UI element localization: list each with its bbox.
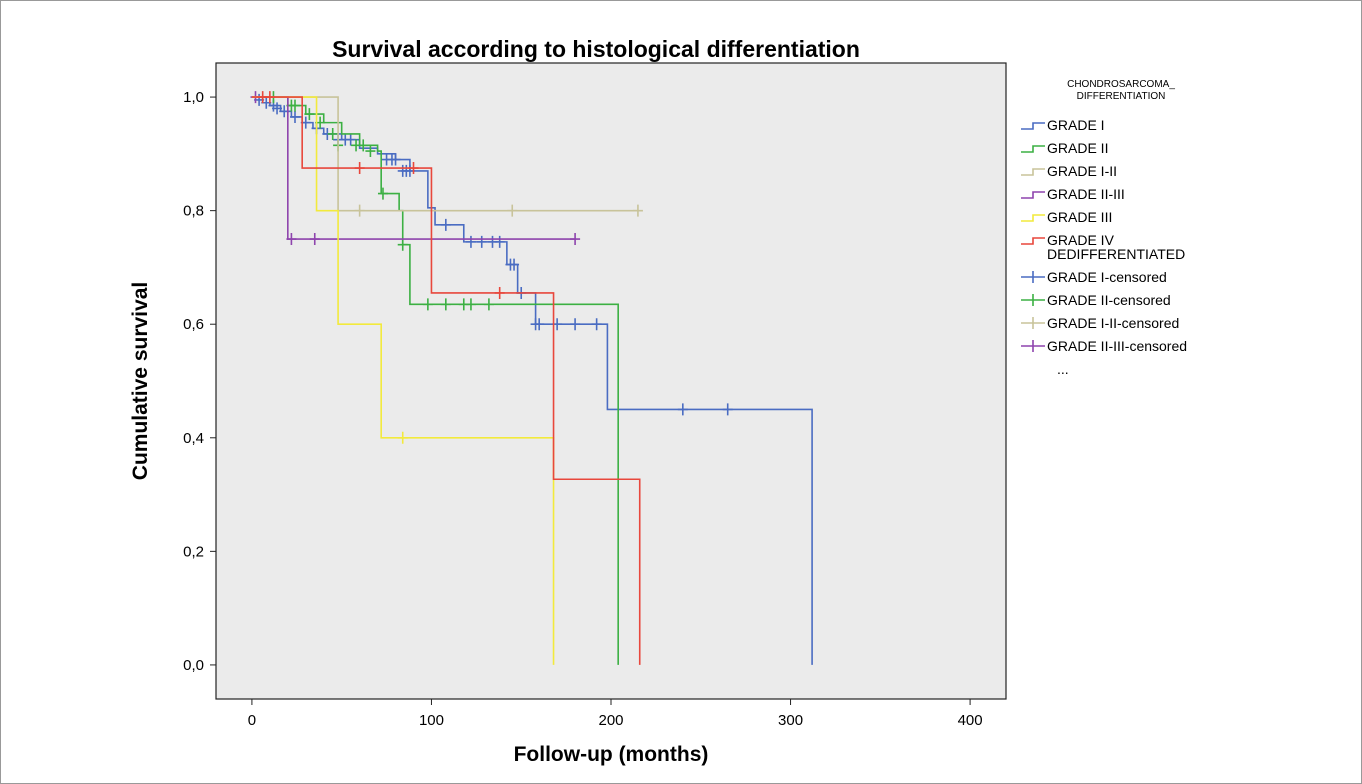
- censor-mark: [591, 318, 602, 331]
- censor-mark: [570, 233, 581, 246]
- legend-item: GRADE I-censored: [1021, 269, 1167, 285]
- legend-swatch-step: [1021, 168, 1045, 176]
- legend-title-line-2: DIFFERENTIATION: [1077, 91, 1166, 102]
- censor-mark: [465, 235, 476, 248]
- censor-mark: [290, 110, 300, 123]
- censor-mark: [509, 258, 520, 271]
- y-tick-label: 0,0: [183, 657, 204, 674]
- y-tick-label: 0,6: [183, 316, 204, 333]
- censor-mark: [290, 99, 300, 112]
- x-tick-label: 400: [958, 712, 983, 729]
- legend-label: GRADE III: [1047, 209, 1112, 225]
- series-grade-iii: [251, 96, 555, 665]
- legend-swatch-censor: [1021, 271, 1045, 283]
- legend-label: GRADE I: [1047, 117, 1105, 133]
- legend-swatch-censor: [1021, 317, 1045, 329]
- censor-mark: [354, 204, 365, 217]
- censor-mark: [286, 233, 297, 246]
- legend-item: GRADE I: [1021, 117, 1105, 133]
- chart-title: Survival according to histological diffe…: [332, 36, 860, 62]
- censor-mark: [377, 187, 388, 200]
- censor-mark: [465, 298, 476, 311]
- y-tick-label: 0,4: [183, 430, 204, 447]
- legend-title-line-1: CHONDROSARCOMA_: [1067, 79, 1175, 90]
- x-tick-label: 300: [778, 712, 803, 729]
- censor-mark: [440, 218, 451, 231]
- legend-label: GRADE II-III-censored: [1047, 338, 1187, 354]
- x-axis-title: Follow-up (months): [514, 743, 709, 766]
- legend: CHONDROSARCOMA_ DIFFERENTIATION GRADE IG…: [1021, 79, 1187, 377]
- censor-mark: [483, 298, 494, 311]
- legend-label-line-2: DEDIFFERENTIATED: [1047, 246, 1185, 262]
- legend-label: GRADE I-II-censored: [1047, 315, 1179, 331]
- legend-swatch-censor: [1021, 294, 1045, 306]
- legend-label: GRADE IV: [1047, 232, 1115, 248]
- legend-swatch-step: [1021, 191, 1045, 199]
- censor-mark: [272, 102, 283, 115]
- legend-item: GRADE II-III: [1021, 186, 1125, 202]
- legend-label: GRADE II: [1047, 140, 1108, 156]
- censor-mark: [354, 162, 365, 175]
- censor-mark: [440, 298, 451, 311]
- plot-area: [215, 62, 1007, 700]
- legend-label: GRADE II-III: [1047, 186, 1125, 202]
- censor-mark: [476, 235, 487, 248]
- censor-mark: [422, 298, 433, 311]
- legend-swatch-step: [1021, 237, 1045, 245]
- censor-mark: [534, 318, 545, 331]
- censor-mark: [304, 108, 315, 121]
- series-grade-ii: [251, 91, 619, 665]
- censor-mark: [722, 403, 733, 416]
- y-tick-label: 0,8: [183, 203, 204, 220]
- y-axis: 0,0 0,2 0,4 0,6 0,8 1,0: [183, 89, 216, 674]
- censor-mark: [365, 145, 376, 158]
- y-tick-label: 0,2: [183, 543, 204, 560]
- censor-mark: [408, 162, 419, 175]
- legend-item: GRADE II-censored: [1021, 292, 1171, 308]
- censor-mark: [309, 233, 320, 246]
- censor-mark: [345, 133, 356, 146]
- survival-curve-grade-iii: [251, 96, 555, 665]
- censor-mark: [632, 204, 643, 217]
- legend-swatch-censor: [1021, 340, 1045, 352]
- legend-item: GRADE I-II-censored: [1021, 315, 1179, 331]
- legend-items: GRADE I GRADE II GRADE I-II GRADE II-III GRA…: [1021, 117, 1187, 377]
- x-tick-label: 0: [248, 712, 256, 729]
- y-tick-label: 1,0: [183, 89, 204, 106]
- legend-item: GRADE II-III-censored: [1021, 338, 1187, 354]
- legend-label: GRADE II-censored: [1047, 292, 1171, 308]
- censor-mark: [264, 91, 275, 104]
- legend-label: ...: [1057, 361, 1069, 377]
- legend-swatch-step: [1021, 145, 1045, 153]
- censor-mark: [494, 235, 505, 248]
- x-tick-label: 100: [419, 712, 444, 729]
- censor-mark: [397, 431, 408, 444]
- survival-curve-grade-iv-dedifferentiated: [251, 96, 641, 665]
- legend-swatch-step: [1021, 214, 1045, 222]
- series-grade-iv-dedifferentiated: [251, 91, 641, 665]
- censor-mark: [507, 204, 518, 217]
- censor-mark: [494, 286, 505, 299]
- legend-item: GRADE III: [1021, 209, 1112, 225]
- legend-swatch-step: [1021, 122, 1045, 130]
- censor-mark: [677, 403, 688, 416]
- legend-label: GRADE I-II: [1047, 163, 1117, 179]
- x-axis: 0 100 200 300 400: [248, 699, 983, 729]
- censor-mark: [397, 238, 408, 251]
- censor-mark: [390, 153, 401, 166]
- legend-item: GRADE I-II: [1021, 163, 1117, 179]
- censor-mark: [358, 139, 369, 152]
- series-layer: [250, 91, 813, 665]
- x-tick-label: 200: [598, 712, 623, 729]
- censor-mark: [327, 127, 338, 140]
- legend-item: GRADE II: [1021, 140, 1108, 156]
- legend-label: GRADE I-censored: [1047, 269, 1167, 285]
- censor-mark: [570, 318, 581, 331]
- legend-item: ...: [1057, 361, 1069, 377]
- y-axis-title: Cumulative survival: [129, 282, 152, 480]
